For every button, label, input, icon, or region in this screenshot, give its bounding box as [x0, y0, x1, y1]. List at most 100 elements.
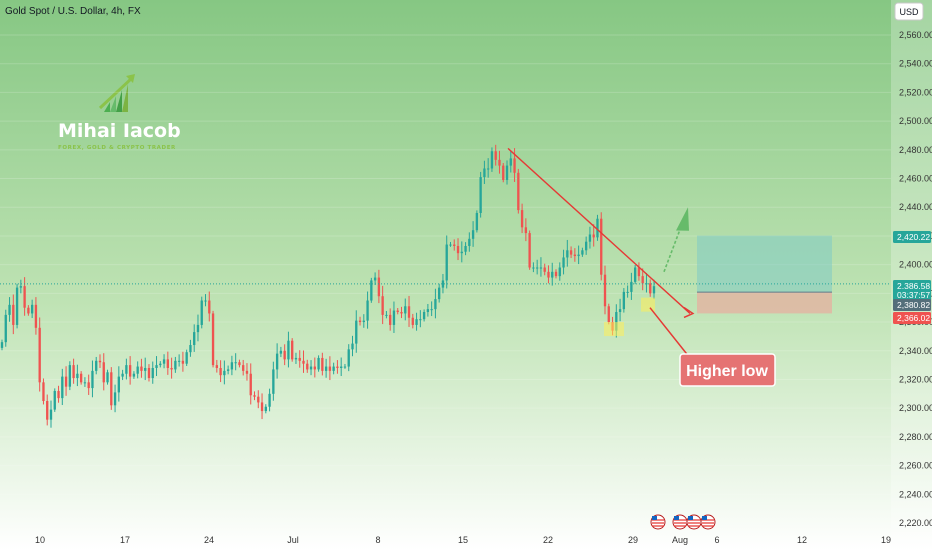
candle-body — [381, 296, 384, 315]
candle-body — [430, 309, 433, 311]
candle-body — [215, 365, 218, 368]
candle-body — [468, 238, 471, 246]
candle-body — [449, 244, 452, 246]
candle-body — [641, 276, 644, 284]
candle-body — [264, 406, 267, 412]
x-tick-label: 12 — [797, 535, 807, 545]
bullish-arrow-line — [663, 221, 684, 273]
candle-body — [385, 314, 388, 316]
price-axis-panel — [891, 0, 932, 550]
x-tick-label: Jul — [287, 535, 299, 545]
y-tick-label: 2,480.00 — [899, 145, 932, 155]
candle-body — [343, 366, 347, 368]
candle-body — [128, 365, 132, 377]
x-tick-label: 29 — [628, 535, 638, 545]
candle-body — [76, 373, 79, 379]
candle-body — [64, 376, 68, 387]
candle-body — [249, 373, 252, 396]
candle-body — [317, 357, 320, 370]
candle-body — [464, 245, 467, 252]
candle-body — [38, 327, 41, 383]
drawings — [0, 147, 891, 359]
us-flag-icon[interactable] — [650, 514, 666, 530]
candle-body — [645, 283, 648, 285]
economic-events[interactable] — [650, 514, 716, 530]
candle-body — [106, 372, 109, 383]
us-flag-icon[interactable] — [686, 514, 702, 530]
candle-body — [366, 300, 369, 321]
annotation-pointer — [649, 307, 691, 359]
candle-body — [177, 360, 181, 362]
x-tick-label: 15 — [458, 535, 468, 545]
us-flag-icon[interactable] — [672, 514, 688, 530]
trade-zones — [697, 235, 832, 314]
candle-body — [132, 373, 136, 377]
bullish-arrow-head — [676, 207, 689, 231]
candle-body — [438, 287, 441, 300]
candle-body — [306, 363, 309, 370]
candle-body — [49, 409, 53, 420]
candle-body — [411, 317, 414, 325]
candle-body — [351, 343, 354, 350]
price-label-box — [893, 289, 931, 301]
candle-body — [242, 365, 245, 371]
candle-body — [422, 312, 426, 320]
candle-body — [125, 365, 128, 374]
y-tick-label: 2,520.00 — [899, 87, 932, 97]
candle-body — [377, 277, 381, 297]
candle-body — [539, 267, 543, 269]
candle-body — [87, 382, 90, 389]
candle-body — [596, 218, 599, 238]
higher-low-highlight — [641, 297, 655, 312]
candle-body — [509, 158, 512, 166]
candle-body — [30, 304, 34, 314]
candle-body — [226, 369, 230, 371]
candle-body — [483, 168, 486, 178]
candle-body — [245, 370, 249, 374]
currency-button[interactable]: USD — [894, 2, 924, 21]
candle-body — [649, 283, 652, 294]
candle-body — [185, 352, 188, 364]
logo-tagline: FOREX, GOLD & CRYPTO TRADER — [58, 145, 176, 151]
y-tick-label: 2,320.00 — [899, 374, 932, 384]
candle-body — [8, 304, 11, 315]
candle-body — [562, 257, 565, 268]
candle-body — [162, 359, 166, 364]
candle-body — [340, 366, 343, 368]
candle-body — [272, 369, 275, 394]
candle-body — [498, 159, 501, 166]
candle-body — [98, 360, 102, 363]
y-tick-label: 2,560.00 — [899, 30, 932, 40]
swing-low-highlight — [604, 322, 624, 337]
x-tick-label: 6 — [714, 535, 719, 545]
candle-body — [287, 340, 290, 360]
candle-body — [208, 300, 211, 314]
candle-body — [309, 366, 313, 370]
us-flag-icon[interactable] — [700, 514, 716, 530]
candle-body — [223, 370, 226, 376]
candle-body — [113, 392, 117, 406]
candle-body — [581, 250, 584, 255]
candle-body — [434, 299, 437, 310]
candle-body — [204, 300, 207, 302]
candle-body — [95, 360, 98, 371]
candle-body — [140, 366, 143, 371]
price-label-box — [893, 312, 931, 324]
candle-body — [0, 342, 4, 348]
x-tick-label: 19 — [881, 535, 891, 545]
candle-body — [554, 271, 558, 277]
candle-body — [588, 234, 592, 242]
candle-body — [600, 218, 603, 275]
candle-body — [615, 312, 618, 331]
candle-body — [12, 304, 15, 325]
y-tick-label: 2,540.00 — [899, 59, 932, 69]
y-tick-label: 2,260.00 — [899, 461, 932, 471]
candle-body — [362, 320, 365, 323]
candle-body — [566, 250, 569, 258]
candle-body — [260, 402, 264, 412]
price-label-box — [893, 299, 931, 311]
candle-body — [294, 357, 298, 360]
candle-body — [23, 286, 26, 308]
